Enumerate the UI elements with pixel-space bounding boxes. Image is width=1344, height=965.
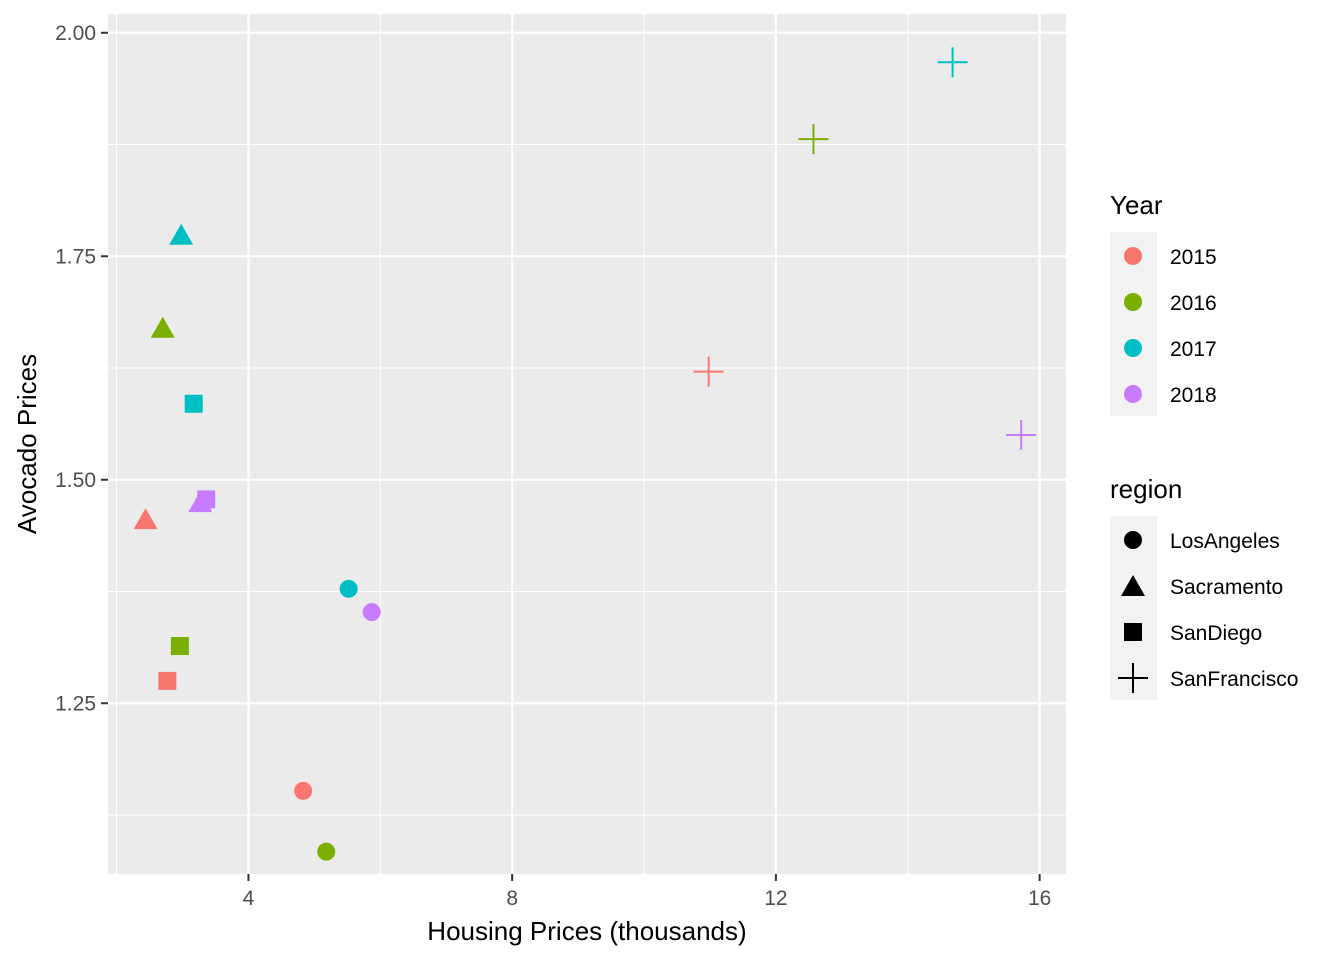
data-point <box>184 394 203 413</box>
legend-region-key <box>1118 663 1148 693</box>
y-axis-title: Avocado Prices <box>12 354 42 534</box>
data-point <box>158 671 177 690</box>
x-tick-label: 12 <box>764 887 787 910</box>
data-points <box>133 47 1037 861</box>
data-point <box>150 316 175 338</box>
grid-lines <box>108 14 1066 874</box>
axes: 4 8 12 16 1.25 1.50 1.75 2.00 <box>55 22 1051 910</box>
legend-year-key <box>1124 385 1142 403</box>
data-point <box>937 47 968 78</box>
plot-panel <box>108 14 1066 874</box>
legend-year-label: 2016 <box>1170 292 1217 315</box>
data-point <box>798 124 829 155</box>
legend-year-title: Year <box>1110 190 1163 220</box>
x-tick-label: 16 <box>1028 887 1051 910</box>
legend-region-label: Sacramento <box>1170 576 1283 599</box>
data-point <box>1006 420 1037 451</box>
legend-region-label: LosAngeles <box>1170 530 1280 553</box>
y-tick-label: 2.00 <box>55 22 96 45</box>
legend-region-label: SanFrancisco <box>1170 668 1298 691</box>
legend-year-label: 2015 <box>1170 246 1217 269</box>
data-point <box>339 579 358 598</box>
data-point <box>294 781 313 800</box>
legend-region-label: SanDiego <box>1170 622 1262 645</box>
legend-region-key <box>1121 575 1145 596</box>
legend-year-label: 2017 <box>1170 338 1217 361</box>
y-tick-label: 1.50 <box>55 469 96 492</box>
data-point <box>170 637 189 656</box>
data-point <box>197 490 216 509</box>
legend-year: Year 2015 2016 2017 2018 <box>1110 190 1217 416</box>
legend-year-key <box>1124 339 1142 357</box>
data-point <box>362 603 381 622</box>
data-point <box>693 356 724 387</box>
data-point <box>317 842 336 861</box>
y-tick-label: 1.25 <box>55 692 96 715</box>
legend-year-key <box>1124 293 1142 311</box>
data-point <box>169 223 194 245</box>
legend-region: region LosAngeles Sacramento SanDiego SanFr… <box>1110 474 1298 700</box>
data-point <box>133 508 158 530</box>
x-tick-label: 8 <box>506 887 518 910</box>
x-tick-label: 4 <box>243 887 255 910</box>
y-tick-label: 1.75 <box>55 245 96 268</box>
legend-region-title: region <box>1110 474 1182 504</box>
legend-region-key <box>1124 531 1142 549</box>
x-axis-title: Housing Prices (thousands) <box>427 916 746 946</box>
legend-year-label: 2018 <box>1170 384 1217 407</box>
legend-region-key <box>1124 623 1142 641</box>
legend-year-key <box>1124 247 1142 265</box>
